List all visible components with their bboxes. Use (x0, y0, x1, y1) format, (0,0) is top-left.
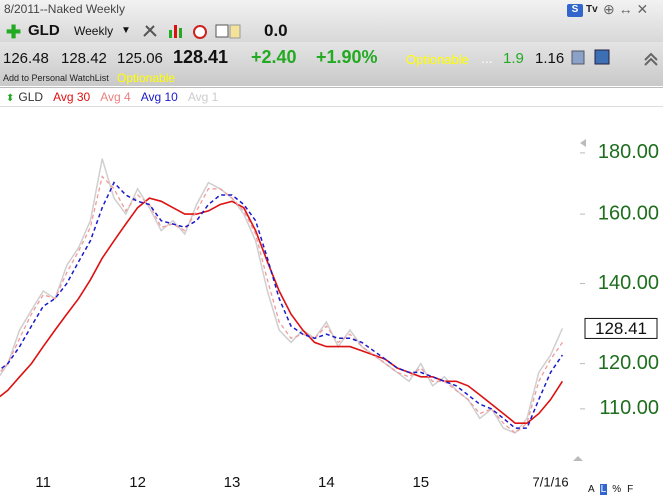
stat: 1.16 (535, 50, 565, 67)
high: 128.42 (61, 50, 107, 67)
footer-button[interactable]: % (612, 484, 622, 495)
series-line (0, 181, 564, 429)
window-controls[interactable]: ⊕ ↔ ✕ (603, 1, 649, 17)
x-tick-label: 15 (412, 474, 429, 491)
y-tick-label: 140.00 (598, 272, 659, 294)
y-tick-label: 180.00 (598, 141, 659, 163)
close: 128.41 (173, 47, 229, 67)
y-tick-label: 160.00 (598, 202, 659, 224)
legend-entry[interactable]: Avg 10 (140, 90, 178, 104)
legend-entry: Avg 1 (187, 90, 219, 104)
window-title: 8/2011--Naked Weekly (4, 2, 125, 16)
series-line (0, 197, 564, 424)
indicator-value: 0.0 (264, 21, 288, 40)
x-tick-label: 7/1/16 (533, 474, 569, 489)
legend-entry[interactable]: Avg 30 (53, 90, 91, 104)
change: +2.40 (251, 47, 297, 67)
legend-entry[interactable]: Avg 4 (100, 90, 131, 104)
optionable: Optionable (406, 52, 469, 67)
ellipsis[interactable]: ... (481, 50, 493, 66)
legend: ⬍ GLD Avg 30 Avg 4 Avg 10 Avg 1 (0, 87, 663, 107)
y-tick-label: 120.00 (598, 352, 659, 374)
s-button[interactable]: S (567, 4, 583, 17)
footer-button[interactable]: A (588, 484, 595, 495)
low: 125.06 (117, 50, 163, 67)
x-tick-label: 14 (318, 474, 335, 491)
footer: A L% F (587, 484, 638, 495)
optionable: Optionable (117, 71, 176, 85)
quote-icons[interactable] (570, 48, 660, 68)
tv-button[interactable]: Tv (586, 4, 598, 15)
series-line (0, 175, 563, 434)
axis-marker (573, 456, 583, 461)
footer-button[interactable]: F (627, 484, 634, 495)
axis-marker (580, 139, 586, 147)
period-select[interactable]: Weekly (74, 24, 114, 38)
change-percent: +1.90% (316, 47, 378, 67)
quote-bar (0, 42, 663, 86)
last-price-label: 128.41 (595, 319, 647, 338)
x-tick-label: 12 (129, 474, 146, 491)
stat: 1.9 (503, 50, 524, 67)
dropdown-arrow[interactable]: ▼ (121, 25, 131, 36)
legend-arrow: ⬍ (6, 93, 15, 104)
legend-entry[interactable]: GLD (18, 90, 44, 104)
x-tick-label: 11 (35, 474, 51, 491)
x-tick-label: 13 (224, 474, 241, 491)
symbol[interactable]: GLD (28, 22, 60, 39)
watchlist-link[interactable]: Add to Personal WatchList (3, 73, 109, 83)
add-icon[interactable]: ✚ (6, 22, 22, 42)
last-price-box (584, 317, 658, 339)
open: 126.48 (3, 50, 49, 67)
footer-button[interactable]: L (599, 484, 608, 495)
y-tick-label: 110.00 (599, 397, 659, 419)
title-bar (0, 0, 663, 42)
toolbar-icons[interactable] (142, 22, 242, 40)
